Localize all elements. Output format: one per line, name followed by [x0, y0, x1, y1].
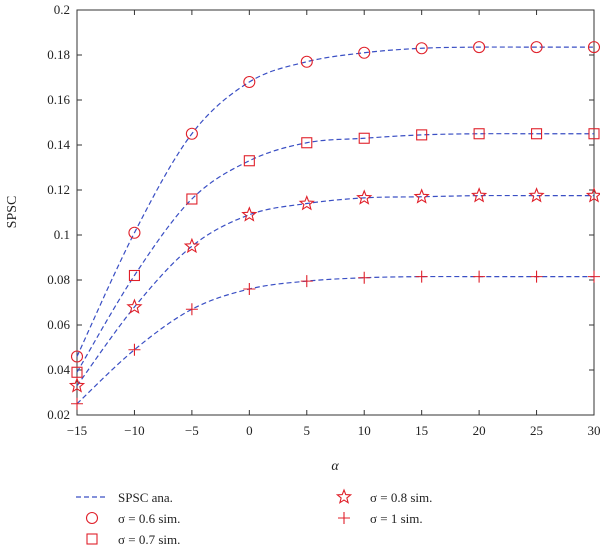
legend: SPSC ana. σ = 0.6 sim. σ = 0.7 sim. σ = …	[76, 488, 432, 547]
analytic-curve	[76, 133, 594, 373]
marker-square	[243, 155, 255, 167]
y-axis-ticks: 0.02 0.04 0.06 0.08 0.1 0.12 0.14 0.16 0.18 0.2	[47, 2, 594, 422]
y-tick-label: 0.06	[47, 317, 70, 332]
marker-circle	[300, 55, 313, 68]
y-tick-label: 0.14	[47, 137, 70, 152]
marker-plus	[71, 397, 83, 410]
y-tick-label: 0.08	[47, 272, 70, 287]
marker-plus	[128, 343, 141, 356]
marker-square	[301, 137, 313, 149]
marker-plus	[338, 512, 350, 524]
marker-square	[588, 128, 600, 140]
y-tick-label: 0.1	[54, 227, 70, 242]
y-tick-label: 0.04	[47, 362, 70, 377]
y-axis-title: SPSC	[5, 196, 20, 229]
plot-area-frame	[76, 9, 595, 416]
legend-label-sigma-1: σ = 1 sim.	[370, 511, 423, 526]
marker-circle	[358, 46, 371, 59]
x-tick-label: 10	[358, 423, 371, 438]
legend-label-sigma-0-6: σ = 0.6 sim.	[118, 511, 180, 526]
x-axis-ticks: −15 −10 −5 0 5 10 15 20 25 30	[67, 10, 600, 438]
marker-circle	[185, 127, 198, 140]
x-tick-label: 20	[473, 423, 486, 438]
marker-star	[585, 187, 600, 203]
marker-plus	[530, 270, 543, 283]
y-tick-label: 0.16	[47, 92, 70, 107]
x-tick-label: 25	[530, 423, 543, 438]
marker-plus	[358, 271, 371, 284]
marker-plus	[415, 270, 428, 283]
x-tick-label: 15	[415, 423, 428, 438]
legend-label-sigma-0-7: σ = 0.7 sim.	[118, 532, 180, 547]
marker-star	[183, 237, 201, 254]
marker-plus	[473, 270, 486, 283]
marker-circle	[530, 41, 543, 54]
marker-star	[528, 187, 545, 203]
y-tick-label: 0.12	[47, 182, 70, 197]
marker-plus	[300, 275, 313, 288]
marker-square	[473, 128, 485, 140]
marker-star	[470, 187, 488, 203]
marker-circle	[243, 75, 256, 89]
x-tick-label: −15	[67, 423, 87, 438]
analytic-curve	[76, 194, 594, 387]
marker-star	[68, 377, 86, 393]
x-tick-label: −5	[185, 423, 199, 438]
legend-marker-plus	[338, 512, 350, 524]
marker-circle	[473, 41, 486, 54]
marker-square	[531, 128, 543, 140]
x-tick-label: 0	[246, 423, 253, 438]
analytic-curve	[76, 46, 594, 357]
marker-star	[413, 188, 430, 204]
analytic-curve	[76, 275, 594, 405]
y-tick-label: 0.02	[47, 407, 70, 422]
marker-plus	[588, 270, 600, 283]
marker-square	[128, 269, 140, 282]
marker-circle	[415, 42, 428, 55]
marker-square	[416, 129, 428, 141]
legend-label-analytic: SPSC ana.	[118, 490, 173, 505]
marker-star	[241, 206, 258, 222]
marker-plus	[243, 283, 256, 295]
y-tick-label: 0.18	[47, 47, 70, 62]
x-tick-label: 5	[304, 423, 311, 438]
x-tick-label: 30	[588, 423, 600, 438]
marker-square	[86, 533, 98, 545]
x-tick-label: −10	[124, 423, 144, 438]
legend-marker-circle	[85, 511, 99, 525]
marker-plus	[185, 303, 198, 316]
simulation-markers	[68, 41, 600, 410]
legend-marker-star	[335, 488, 353, 504]
marker-star	[356, 189, 373, 205]
marker-circle	[128, 226, 141, 239]
marker-circle	[85, 511, 99, 525]
y-tick-label: 0.2	[54, 2, 70, 17]
marker-circle	[70, 350, 84, 363]
legend-label-sigma-0-8: σ = 0.8 sim.	[370, 490, 432, 505]
legend-marker-square	[86, 533, 98, 545]
analytic-curves	[76, 46, 594, 405]
marker-star	[126, 298, 143, 314]
marker-square	[186, 193, 198, 205]
marker-star	[335, 488, 353, 504]
x-axis-title: α	[331, 459, 339, 474]
marker-star	[298, 194, 315, 211]
marker-square	[358, 132, 370, 144]
